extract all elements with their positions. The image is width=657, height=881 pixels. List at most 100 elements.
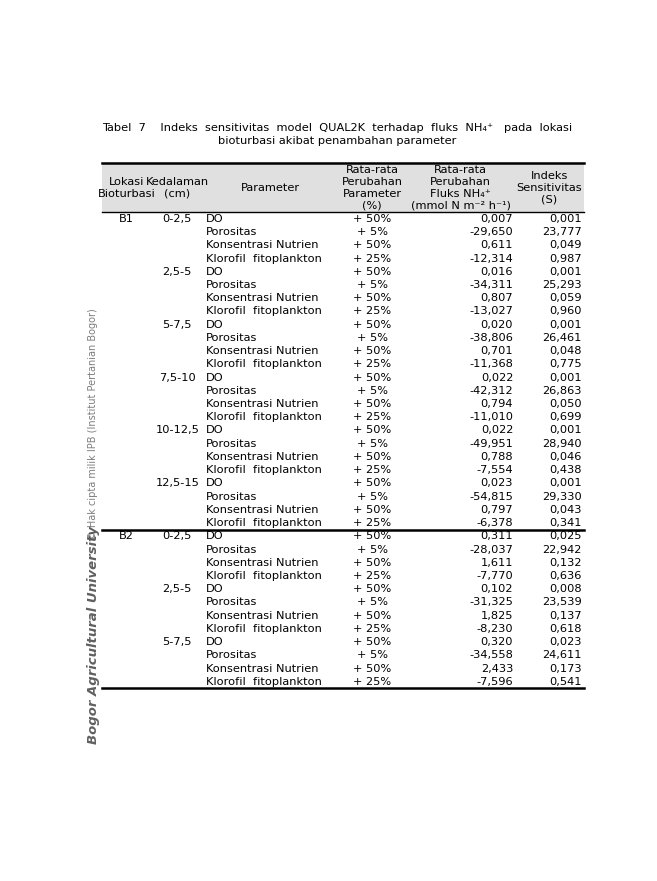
Text: DO: DO (206, 373, 223, 382)
Text: 23,539: 23,539 (542, 597, 581, 608)
Text: Porositas: Porositas (206, 280, 257, 290)
Text: 0,023: 0,023 (549, 637, 581, 648)
Text: 0,788: 0,788 (481, 452, 513, 462)
Text: -38,806: -38,806 (469, 333, 513, 343)
Bar (102, 212, 583, 226)
Bar (102, 582, 583, 596)
Text: 0,016: 0,016 (481, 267, 513, 277)
Bar (102, 516, 583, 529)
Text: + 50%: + 50% (353, 320, 392, 329)
Text: 2,5-5: 2,5-5 (162, 584, 192, 594)
Text: Konsentrasi Nutrien: Konsentrasi Nutrien (206, 293, 319, 303)
Bar (102, 305, 583, 318)
Text: Porositas: Porositas (206, 597, 257, 608)
Text: 0,001: 0,001 (549, 373, 581, 382)
Text: 12,5-15: 12,5-15 (155, 478, 199, 488)
Bar (102, 163, 583, 212)
Bar (102, 490, 583, 503)
Bar (102, 675, 583, 688)
Text: + 5%: + 5% (357, 597, 388, 608)
Text: 26,461: 26,461 (542, 333, 581, 343)
Text: 0,797: 0,797 (481, 505, 513, 515)
Text: 0,001: 0,001 (549, 478, 581, 488)
Text: 0,987: 0,987 (549, 254, 581, 263)
Text: 0,341: 0,341 (549, 518, 581, 528)
Text: 28,940: 28,940 (542, 439, 581, 448)
Text: + 50%: + 50% (353, 346, 392, 356)
Text: 0-2,5: 0-2,5 (162, 531, 192, 541)
Bar (102, 556, 583, 569)
Text: 0,636: 0,636 (549, 571, 581, 581)
Text: 29,330: 29,330 (542, 492, 581, 501)
Text: + 50%: + 50% (353, 452, 392, 462)
Text: 0,043: 0,043 (549, 505, 581, 515)
Text: 0,001: 0,001 (549, 426, 581, 435)
Text: -7,554: -7,554 (476, 465, 513, 475)
Text: + 50%: + 50% (353, 373, 392, 382)
Text: 0,699: 0,699 (549, 412, 581, 422)
Text: + 50%: + 50% (353, 267, 392, 277)
Bar (102, 503, 583, 516)
Text: DO: DO (206, 478, 223, 488)
Text: + 25%: + 25% (353, 307, 392, 316)
Text: 5-7,5: 5-7,5 (162, 637, 192, 648)
Text: Klorofil  fitoplankton: Klorofil fitoplankton (206, 518, 322, 528)
Text: + 50%: + 50% (353, 505, 392, 515)
Bar (102, 622, 583, 635)
Bar (102, 529, 583, 543)
Bar (102, 239, 583, 252)
Text: 0,025: 0,025 (549, 531, 581, 541)
Text: Parameter: Parameter (241, 182, 300, 193)
Text: + 50%: + 50% (353, 293, 392, 303)
Text: 0,049: 0,049 (549, 241, 581, 250)
Text: bioturbasi akibat penambahan parameter: bioturbasi akibat penambahan parameter (217, 137, 456, 146)
Text: + 50%: + 50% (353, 611, 392, 621)
Text: + 25%: + 25% (353, 677, 392, 687)
Bar (102, 635, 583, 648)
Text: + 50%: + 50% (353, 663, 392, 674)
Text: + 25%: + 25% (353, 254, 392, 263)
Text: Konsentrasi Nutrien: Konsentrasi Nutrien (206, 558, 319, 567)
Text: 0,807: 0,807 (481, 293, 513, 303)
Bar (102, 609, 583, 622)
Text: Kedalaman
(cm): Kedalaman (cm) (146, 177, 209, 199)
Text: + 5%: + 5% (357, 544, 388, 554)
Text: + 25%: + 25% (353, 465, 392, 475)
Bar (102, 596, 583, 609)
Text: + 25%: + 25% (353, 571, 392, 581)
Text: -31,325: -31,325 (469, 597, 513, 608)
Text: 0,023: 0,023 (481, 478, 513, 488)
Text: Konsentrasi Nutrien: Konsentrasi Nutrien (206, 346, 319, 356)
Text: -49,951: -49,951 (469, 439, 513, 448)
Text: 0,020: 0,020 (481, 320, 513, 329)
Text: + 25%: + 25% (353, 412, 392, 422)
Text: -54,815: -54,815 (469, 492, 513, 501)
Text: + 5%: + 5% (357, 439, 388, 448)
Text: + 50%: + 50% (353, 584, 392, 594)
Text: -11,010: -11,010 (469, 412, 513, 422)
Text: 0,022: 0,022 (481, 426, 513, 435)
Text: Klorofil  fitoplankton: Klorofil fitoplankton (206, 254, 322, 263)
Text: DO: DO (206, 267, 223, 277)
Text: Konsentrasi Nutrien: Konsentrasi Nutrien (206, 399, 319, 409)
Text: 0,173: 0,173 (549, 663, 581, 674)
Bar (102, 318, 583, 331)
Text: 0,438: 0,438 (549, 465, 581, 475)
Text: -6,378: -6,378 (476, 518, 513, 528)
Text: 0,311: 0,311 (481, 531, 513, 541)
Text: 0,048: 0,048 (549, 346, 581, 356)
Text: Rata-rata
Perubahan
Parameter
(%): Rata-rata Perubahan Parameter (%) (342, 165, 403, 211)
Text: 0,008: 0,008 (549, 584, 581, 594)
Text: 0,137: 0,137 (549, 611, 581, 621)
Bar (102, 569, 583, 582)
Bar (102, 331, 583, 344)
Text: Klorofil  fitoplankton: Klorofil fitoplankton (206, 624, 322, 634)
Text: 0,001: 0,001 (549, 267, 581, 277)
Text: Indeks
Sensitivitas
(S): Indeks Sensitivitas (S) (516, 171, 582, 204)
Text: + 50%: + 50% (353, 558, 392, 567)
Text: -29,650: -29,650 (470, 227, 513, 237)
Text: -7,770: -7,770 (476, 571, 513, 581)
Text: + 50%: + 50% (353, 531, 392, 541)
Text: 2,5-5: 2,5-5 (162, 267, 192, 277)
Bar (102, 265, 583, 278)
